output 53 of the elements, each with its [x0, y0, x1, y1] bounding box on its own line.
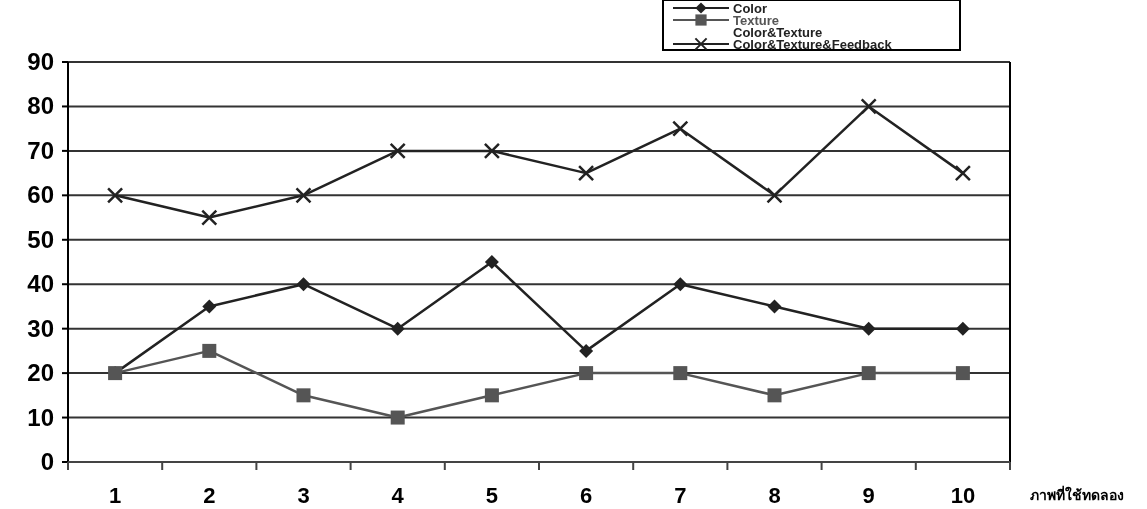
x-tick-label: 2 — [203, 483, 216, 508]
legend-label: Color — [733, 1, 767, 16]
point — [202, 343, 217, 358]
x-tick-label: 5 — [485, 483, 499, 508]
y-tick-label: 90 — [27, 48, 54, 75]
point — [954, 164, 972, 182]
point — [484, 388, 499, 403]
x-tick-label: 3 — [297, 483, 310, 508]
point — [767, 299, 782, 314]
point — [106, 187, 124, 204]
y-tick-label: 50 — [27, 225, 54, 253]
point — [484, 255, 499, 269]
point — [860, 98, 877, 115]
y-tick-label: 10 — [27, 403, 54, 431]
point — [390, 410, 405, 425]
legend-label: Color&Texture — [733, 25, 823, 40]
y-tick-label: 0 — [40, 448, 54, 475]
point — [483, 142, 501, 160]
x-tick-label: 9 — [862, 483, 875, 508]
x-tick-label: 7 — [674, 483, 687, 508]
point — [579, 343, 594, 358]
x-tick-label: 1 — [108, 483, 122, 508]
point — [861, 321, 876, 336]
point — [673, 366, 688, 381]
point — [579, 366, 594, 381]
point — [955, 321, 970, 336]
y-tick-label: 20 — [27, 359, 54, 387]
x-tick-label: 6 — [579, 483, 593, 508]
x-tick-label: 4 — [391, 483, 405, 508]
y-tick-label: 60 — [27, 181, 54, 209]
point — [296, 388, 311, 403]
point — [577, 164, 595, 182]
legend-label: Color&Texture&Feedback — [733, 37, 893, 52]
point — [672, 120, 689, 137]
y-tick-label: 70 — [27, 136, 54, 164]
point — [861, 366, 876, 381]
x-tick-label: 8 — [768, 483, 781, 508]
legend-label: Texture — [733, 13, 779, 28]
point — [390, 321, 405, 336]
x-axis-title: ภาพที่ใช้ทดลอง — [1030, 485, 1124, 503]
point — [767, 388, 782, 403]
point — [202, 299, 217, 314]
x-tick-label: 10 — [950, 483, 976, 508]
point — [201, 209, 218, 226]
point — [955, 366, 970, 381]
point — [673, 277, 688, 292]
point — [295, 187, 312, 204]
y-tick-label: 40 — [27, 270, 54, 298]
y-tick-label: 80 — [27, 92, 54, 120]
point — [766, 187, 783, 204]
point — [389, 142, 406, 160]
y-tick-label: 30 — [27, 314, 54, 342]
point — [296, 277, 311, 292]
